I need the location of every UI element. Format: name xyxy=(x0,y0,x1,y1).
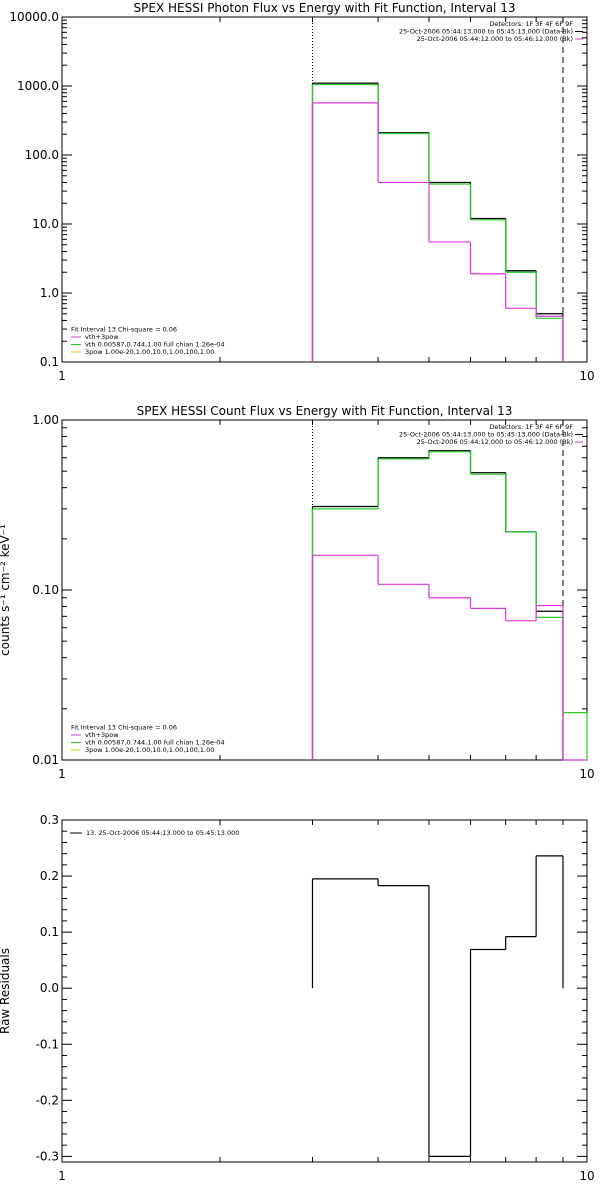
y-axis-label: counts s⁻¹ cm⁻² keV⁻¹ xyxy=(0,524,12,656)
legend-entry: vth+3pow xyxy=(85,731,119,739)
y-tick-label: 1000.0 xyxy=(17,79,59,93)
legend-entry: vth 0.00587,0.744,1.00 full chian 1.26e-… xyxy=(85,341,225,349)
legend-entry: 25-Oct-2006 05:44:12.000 to 05:46:12.000… xyxy=(417,438,573,446)
y-tick-label: -0.2 xyxy=(36,1093,59,1107)
legend-entry: Detectors: 1F 3F 4F 6F 9F xyxy=(489,20,573,28)
legend-entry: vth+3pow xyxy=(85,333,119,341)
series-1 xyxy=(311,450,564,760)
y-tick-label: 10000.0 xyxy=(9,10,59,24)
plot-frame xyxy=(61,419,588,761)
legend-top-left: 13. 25-Oct-2006 05:44:13.000 to 05:45:13… xyxy=(70,829,239,837)
x-tick-label: 1 xyxy=(58,369,66,383)
y-tick-label: 0.3 xyxy=(40,813,59,827)
series-3 xyxy=(311,102,564,362)
legend-entry: 13. 25-Oct-2006 05:44:13.000 to 05:45:13… xyxy=(86,829,239,837)
legend-entry: 25-Oct-2006 05:44:12.000 to 05:46:12.000… xyxy=(417,35,573,43)
legend-bottom-left: Fit Interval 13 Chi-square = 0.06vth+3po… xyxy=(71,326,225,356)
plot-frame xyxy=(61,819,588,1163)
x-tick-label: 10 xyxy=(579,369,594,383)
chart-title: SPEX HESSI Photon Flux vs Energy with Fi… xyxy=(134,1,516,15)
legend-entry: Fit Interval 13 Chi-square = 0.06 xyxy=(71,326,177,334)
x-tick-label: 10 xyxy=(579,1169,594,1183)
y-tick-label: 0.10 xyxy=(32,583,59,597)
legend-entry: 25-Oct-2006 05:44:13.000 to 05:45:13.000… xyxy=(399,28,573,36)
chart-title: SPEX HESSI Count Flux vs Energy with Fit… xyxy=(137,404,513,418)
y-tick-label: 0.2 xyxy=(40,869,59,883)
series-1 xyxy=(311,82,564,362)
chart-panel-1: SPEX HESSI Photon Flux vs Energy with Fi… xyxy=(9,1,594,383)
legend-entry: vth 0.00587,0.744,1.00 full chian 1.26e-… xyxy=(85,739,225,747)
chart-panel-3: 1 10 -0.3 -0.2 -0.1 0.0 0.1 0.2 0.3 Raw Residuals… xyxy=(0,813,595,1183)
chart-panel-2: SPEX HESSI Count Flux vs Energy with Fit… xyxy=(0,404,595,781)
y-tick-label: 0.01 xyxy=(32,753,59,767)
series-2 xyxy=(311,83,564,362)
y-tick-label: -0.3 xyxy=(36,1149,59,1163)
legend-entry: Fit Interval 13 Chi-square = 0.06 xyxy=(71,724,177,732)
x-tick-label: 10 xyxy=(579,767,594,781)
legend-entry: 3pow 1.00e-20,1.00,10.0,1.00,100,1.00 xyxy=(85,348,214,356)
legend-bottom-left: Fit Interval 13 Chi-square = 0.06vth+3po… xyxy=(71,724,225,754)
y-tick-label: 100.0 xyxy=(25,148,59,162)
y-tick-label: 0.1 xyxy=(40,925,59,939)
series-3 xyxy=(311,554,587,761)
y-tick-label: 1.0 xyxy=(40,286,59,300)
legend-entry: 25-Oct-2006 05:44:13.000 to 05:45:13.000… xyxy=(399,431,573,439)
plot-frame xyxy=(61,16,588,363)
y-tick-label: 1.00 xyxy=(32,413,59,427)
legend-entry: 3pow 1.00e-20,1.00,10.0,1.00,100,1.00 xyxy=(85,746,214,754)
y-tick-label: 0.1 xyxy=(40,355,59,369)
y-tick-label: 10.0 xyxy=(32,217,59,231)
y-tick-label: 0.0 xyxy=(40,981,59,995)
y-axis-label: Raw Residuals xyxy=(0,948,12,1034)
legend-entry: Detectors: 1F 3F 4F 6F 9F xyxy=(489,423,573,431)
x-tick-label: 1 xyxy=(58,1169,66,1183)
series-1 xyxy=(311,855,564,1157)
x-tick-label: 1 xyxy=(58,767,66,781)
y-tick-label: -0.1 xyxy=(36,1037,59,1051)
